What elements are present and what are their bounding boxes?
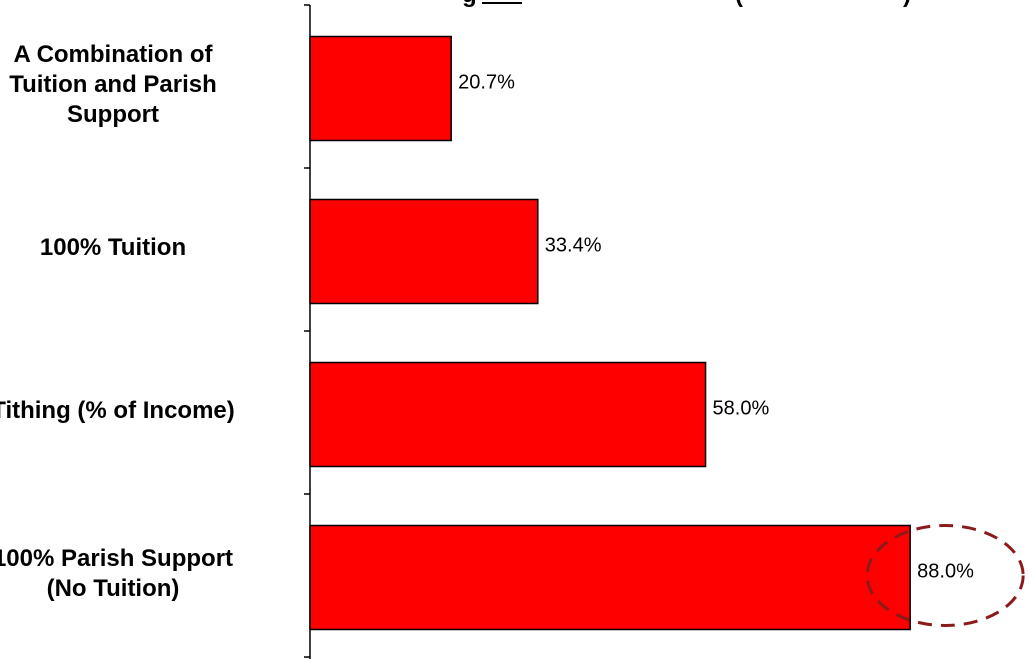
category-label-line: 100% Parish Support — [0, 544, 234, 572]
bar-0 — [309, 35, 452, 142]
chart-title-fragment: g ( ) — [462, 0, 911, 8]
category-label-line: Tithing (% of Income) — [0, 396, 235, 424]
category-label-line: A Combination of — [13, 40, 213, 68]
category-label-2: Tithing (% of Income) — [0, 396, 278, 426]
category-label-3: 100% Parish Support (No Tuition) — [0, 544, 278, 604]
category-label-line: (No Tuition) — [46, 574, 180, 602]
chart-title-fragment-right: ( — [735, 0, 743, 8]
value-label-1: 33.4% — [545, 235, 602, 257]
chart-title-fragment-left: g — [462, 0, 477, 8]
value-label-2: 58.0% — [713, 398, 770, 420]
highlight-ellipse-shape — [865, 524, 1025, 627]
category-label-line: Support — [67, 100, 159, 128]
category-label-1: 100% Tuition — [0, 233, 278, 263]
category-label-line: Tuition and Parish — [9, 70, 217, 98]
category-label-0: A Combination of Tuition and Parish Suppor… — [0, 40, 278, 130]
value-labels: 20.7% 33.4% 58.0% 88.0% — [458, 72, 974, 583]
chart-title-fragment-close: ) — [903, 0, 911, 8]
bar-3 — [309, 524, 911, 631]
value-label-0: 20.7% — [458, 72, 515, 94]
category-axis — [304, 4, 311, 659]
bar-2 — [309, 361, 707, 468]
category-label-line: 100% Tuition — [39, 233, 187, 261]
bar-1 — [309, 198, 539, 305]
bar-series — [309, 35, 911, 631]
highlight-ellipse — [865, 524, 1025, 627]
value-label-3: 88.0% — [917, 561, 974, 583]
